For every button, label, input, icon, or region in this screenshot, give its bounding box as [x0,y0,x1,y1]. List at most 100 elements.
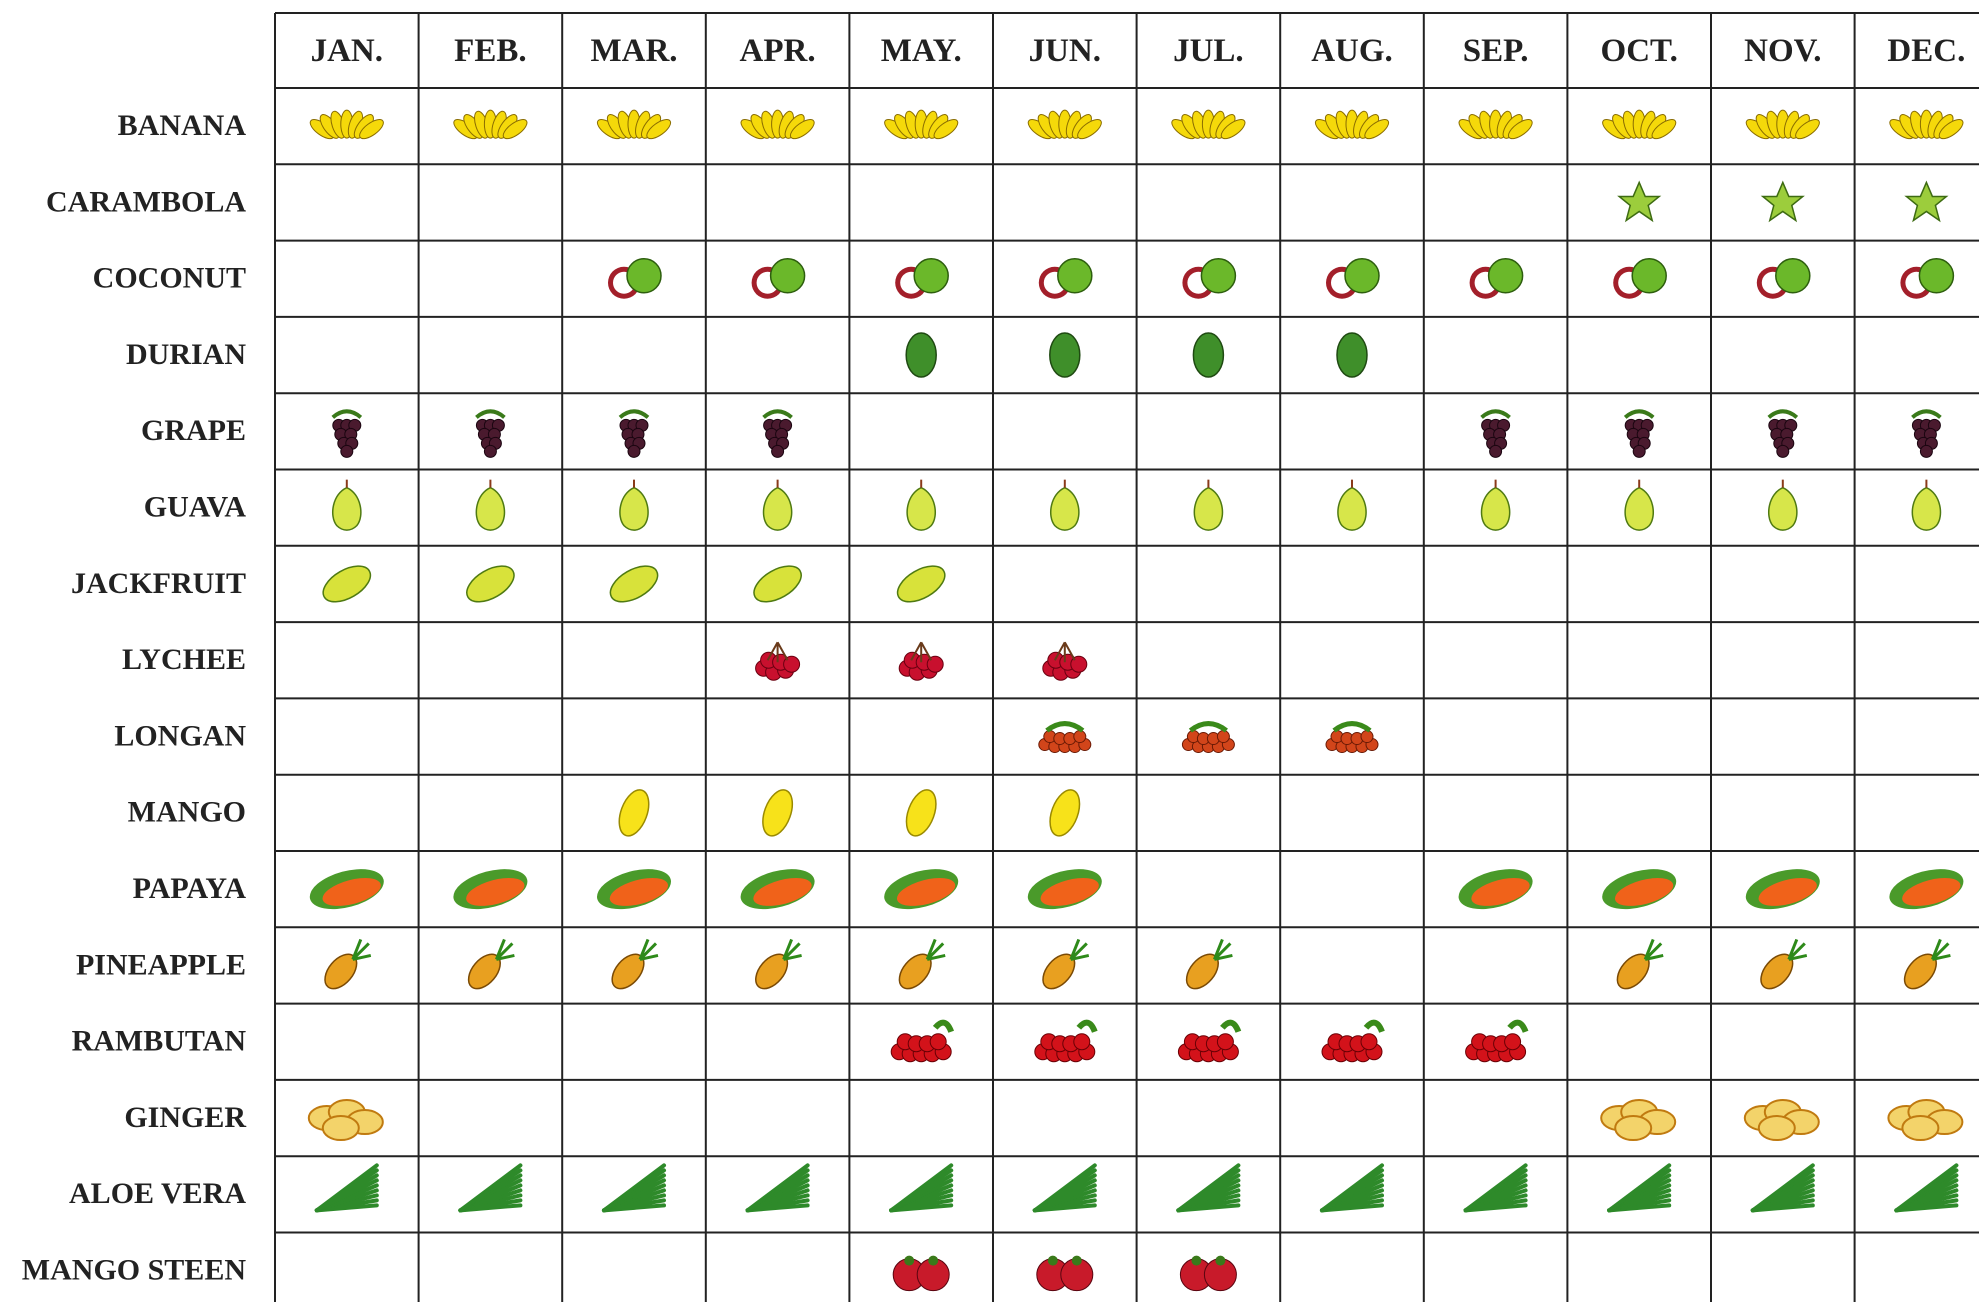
fruit-icon [1171,109,1246,140]
month-header: JUN. [1029,33,1101,69]
fruit-icon [1623,409,1655,458]
fruit-icon [1049,789,1081,837]
fruit-icon [1889,869,1964,910]
row-label: CARAMBOLA [46,185,246,218]
fruit-icon [1027,109,1102,140]
fruit-icon [1624,479,1654,531]
month-header: NOV. [1744,33,1821,69]
fruit-icon [453,869,528,910]
fruit-icon [1179,1255,1237,1292]
fruit-icon [1326,258,1380,299]
fruit-icon [1887,1099,1964,1142]
fruit-icon [1743,1099,1820,1142]
fruit-icon [1176,1163,1241,1213]
month-header: DEC. [1887,33,1965,69]
fruit-icon [1038,258,1093,299]
fruit-icon [611,938,659,990]
month-header: APR. [740,33,816,69]
fruit-icon [740,109,815,140]
month-header: JAN. [311,33,383,69]
fruit-icon [1750,1163,1815,1213]
fruit-icon [1463,1163,1528,1213]
row-label: PINEAPPLE [76,948,246,981]
row-label: DURIAN [126,338,246,371]
fruit-icon [1767,409,1799,458]
fruit-icon [1320,1163,1384,1213]
fruit-icon [1911,409,1942,458]
fruit-icon [331,409,363,458]
fruit-icon [1042,938,1090,990]
fruit-icon [1904,180,1949,223]
fruit-icon [1049,332,1081,378]
month-header: MAR. [590,33,677,69]
fruit-icon [1042,641,1088,681]
month-header: OCT. [1601,33,1678,69]
fruit-icon [1745,109,1820,140]
fruit-icon [1182,258,1237,299]
fruit-icon [618,789,650,837]
fruit-icon [309,869,384,910]
fruit-icon [1458,869,1533,910]
row-label: RAMBUTAN [72,1025,247,1058]
fruit-icon [1900,258,1955,299]
row-label: LYCHEE [122,643,246,676]
row-label: JACKFRUIT [71,567,246,600]
fruit-icon [1480,479,1511,531]
fruit-icon [1181,721,1235,754]
fruit-icon [762,479,793,531]
fruit-icon [596,109,672,140]
fruit-icon [905,332,937,378]
fruit-icon [745,1163,810,1213]
row-label: COCONUT [93,262,246,295]
fruit-icon [1894,1163,1959,1213]
fruit-icon [597,869,671,910]
fruit-icon [762,789,794,837]
fruit-icon [1617,180,1662,223]
fruit-icon [755,938,802,990]
fruit-icon [1768,479,1798,531]
fruit-icon [458,1163,523,1213]
row-label: LONGAN [114,719,246,752]
fruit-icon [1337,479,1367,531]
fruit-icon [1600,1099,1677,1142]
fruit-icon [762,409,793,458]
fruit-icon [466,565,515,603]
row-label: ALOE VERA [69,1177,246,1210]
fruit-icon [314,1163,379,1213]
row-label: GUAVA [144,491,247,524]
fruit-icon [896,565,946,603]
fruit-icon [1607,1163,1672,1213]
fruit-icon [1177,1019,1242,1063]
fruit-icon [751,258,806,299]
fruit-icon [1193,479,1224,531]
fruit-icon [1760,180,1805,223]
fruit-icon [618,409,650,458]
fruit-icon [1469,258,1524,299]
fruit-icon [895,258,949,299]
fruit-icon [1911,479,1942,531]
fruit-icon [898,938,946,990]
fruit-icon [1465,1019,1529,1063]
fruit-icon [898,641,944,681]
fruit-icon [753,565,802,603]
fruit-icon [1903,938,1951,990]
fruit-icon [905,789,937,837]
row-label: GINGER [124,1101,246,1134]
fruit-icon [619,479,649,531]
fruit-icon [1745,869,1820,910]
fruit-icon [1756,258,1811,299]
row-label: MANGO [128,796,246,829]
fruit-icon [1480,409,1511,458]
fruit-icon [1027,869,1102,910]
fruit-icon [755,641,801,681]
fruit-icon [1613,258,1667,299]
fruit-icon [307,1099,384,1142]
fruit-icon [453,109,528,140]
fruit-icon [1325,721,1379,754]
fruit-icon [475,409,506,458]
fruit-icon [475,479,506,531]
fruit-icon [1034,1019,1098,1063]
fruit-icon [906,479,936,531]
fruit-icon [1050,479,1080,531]
month-header: SEP. [1463,33,1529,69]
